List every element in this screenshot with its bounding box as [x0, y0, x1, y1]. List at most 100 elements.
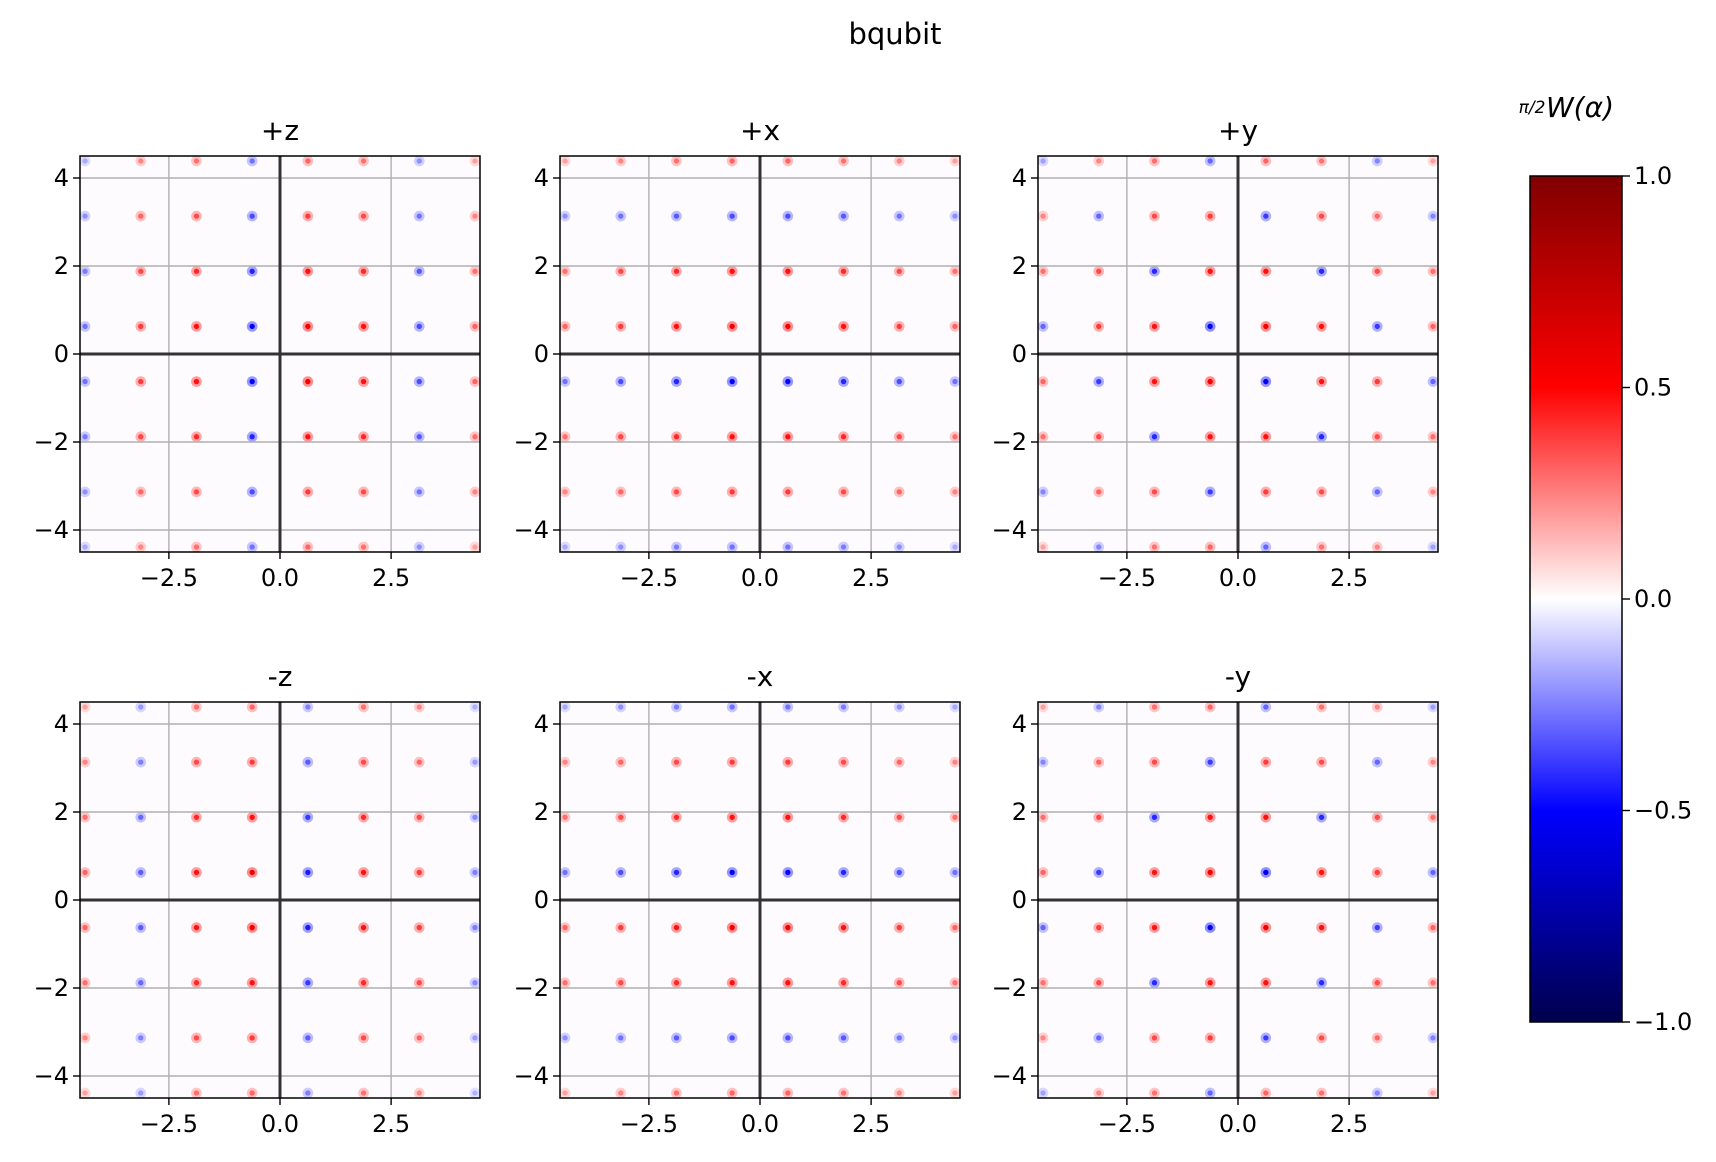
y-tick-label: 4 — [534, 164, 549, 192]
heatmap-peak — [360, 544, 367, 550]
y-tick-label: 2 — [534, 798, 549, 826]
heatmap-peak — [1318, 704, 1325, 710]
heatmap-peak — [1430, 814, 1436, 820]
heatmap-peak — [673, 924, 680, 931]
heatmap-peak — [1151, 759, 1158, 765]
heatmap-peak — [1374, 268, 1380, 274]
heatmap-peak — [360, 1090, 367, 1096]
heatmap-peak — [896, 1090, 902, 1096]
heatmap-peak — [618, 759, 624, 765]
heatmap-peak — [1207, 158, 1213, 164]
heatmap-peak — [785, 869, 791, 876]
heatmap-peak — [1263, 1090, 1269, 1096]
heatmap-peak — [305, 213, 311, 219]
panel-title: -y — [1225, 660, 1251, 693]
heatmap-peak — [729, 980, 735, 986]
heatmap-peak — [249, 1090, 255, 1096]
heatmap-peak — [840, 759, 847, 765]
heatmap-peak — [1374, 759, 1380, 765]
heatmap-peak — [1207, 434, 1213, 440]
heatmap-peak — [305, 489, 311, 495]
heatmap-peak — [952, 544, 958, 550]
y-tick-label: 4 — [1012, 164, 1027, 192]
heatmap-peak — [562, 213, 568, 219]
x-tick-label: −2.5 — [1098, 1110, 1156, 1138]
heatmap-peak — [82, 378, 88, 385]
y-tick-label: −4 — [34, 516, 69, 544]
heatmap-peak — [416, 869, 422, 876]
heatmap-peak — [1374, 980, 1380, 986]
heatmap-peak — [1430, 158, 1436, 164]
heatmap-peak — [1207, 213, 1213, 219]
panel-title: +x — [740, 114, 780, 147]
heatmap-peak — [138, 378, 144, 385]
heatmap-peak — [305, 158, 311, 164]
heatmap-peak — [249, 268, 255, 274]
heatmap-peak — [1318, 378, 1325, 385]
heatmap-peak — [618, 869, 624, 876]
heatmap-peak — [249, 158, 255, 164]
heatmap-peak — [249, 1035, 255, 1041]
panel-title: -z — [268, 660, 293, 693]
y-tick-label: 0 — [1012, 886, 1027, 914]
heatmap-peak — [138, 704, 144, 710]
heatmap-peak — [360, 158, 367, 164]
heatmap-peak — [82, 268, 88, 274]
heatmap-peak — [840, 980, 847, 986]
heatmap-peak — [1207, 814, 1213, 820]
x-tick-label: 0.0 — [1219, 1110, 1257, 1138]
heatmap-peak — [729, 544, 735, 550]
heatmap-peak — [249, 544, 255, 550]
heatmap-peak — [138, 158, 144, 164]
heatmap-peak — [785, 1090, 791, 1096]
heatmap-peak — [472, 869, 478, 876]
heatmap-peak — [82, 158, 88, 164]
heatmap-peak — [1318, 213, 1325, 219]
heatmap-peak — [1151, 704, 1158, 710]
heatmap-peak — [82, 434, 88, 440]
heatmap-peak — [1318, 1090, 1325, 1096]
heatmap-peak — [1374, 158, 1380, 164]
heatmap-peak — [138, 489, 144, 495]
heatmap-peak — [562, 268, 568, 274]
colorbar-label-fraction: π/2 — [1519, 98, 1546, 118]
heatmap-peak — [729, 1090, 735, 1096]
heatmap-peak — [193, 1090, 200, 1096]
heatmap-peak — [562, 1035, 568, 1041]
heatmap-peak — [618, 1035, 624, 1041]
heatmap-peak — [360, 378, 367, 385]
heatmap-peak — [729, 1035, 735, 1041]
heatmap-peak — [840, 869, 847, 876]
heatmap-peak — [360, 814, 367, 820]
heatmap-peak — [1207, 869, 1213, 876]
heatmap-peak — [472, 1035, 478, 1041]
heatmap-peak — [840, 1090, 847, 1096]
heatmap-peak — [249, 814, 255, 820]
heatmap-peak — [896, 268, 902, 274]
heatmap-peak — [1040, 869, 1046, 876]
heatmap-peak — [305, 1090, 311, 1096]
heatmap-peak — [138, 434, 144, 440]
heatmap-peak — [305, 704, 311, 710]
heatmap-peak — [1151, 268, 1158, 274]
heatmap-peak — [138, 869, 144, 876]
heatmap-peak — [1151, 1035, 1158, 1041]
heatmap-peak — [305, 378, 311, 385]
heatmap-peak — [840, 378, 847, 385]
colorbar-label: W(α) — [1546, 91, 1614, 124]
heatmap-peak — [562, 924, 568, 931]
heatmap-peak — [1263, 869, 1269, 876]
panel-6: -y −2.5 0.0 2.5 −4 −2 0 2 4 — [992, 660, 1439, 1138]
heatmap-peak — [896, 544, 902, 550]
heatmap-peak — [562, 158, 568, 164]
heatmap-peak — [896, 489, 902, 495]
heatmap-peak — [840, 323, 847, 330]
y-tick-label: −4 — [992, 516, 1027, 544]
heatmap-peak — [562, 759, 568, 765]
heatmap-peak — [360, 268, 367, 274]
y-tick-label: 0 — [54, 340, 69, 368]
heatmap-peak — [1318, 759, 1325, 765]
heatmap-peak — [1151, 544, 1158, 550]
x-tick-label: −2.5 — [1098, 564, 1156, 592]
